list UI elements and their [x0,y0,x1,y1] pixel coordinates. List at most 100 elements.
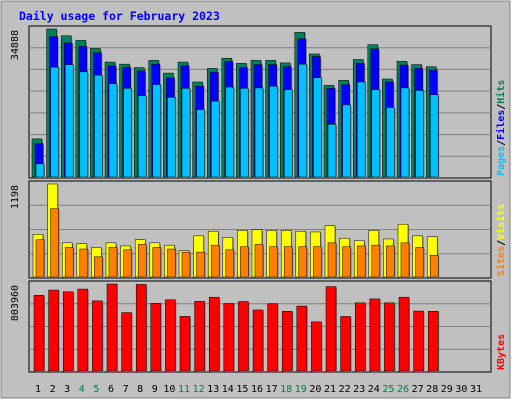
chart-panels: 34888Pages/Files/Hits1198Sites/Visits803… [10,25,507,373]
legend-item: Pages [496,146,507,176]
bar-kbytes-7 [121,312,132,372]
x-tick-label-2: 2 [50,384,56,395]
panel-mid-legend: Sites/Visits [495,204,507,276]
bar-pages-16 [254,87,264,178]
bar-sites-12 [196,251,205,278]
panel-top: 34888 Pages/Files/Hits [10,25,507,179]
x-tick-label-19: 19 [295,384,307,395]
bar-kbytes-4 [77,288,89,372]
x-tick-label-12: 12 [193,384,205,395]
bar-pages-18 [283,89,293,178]
x-tick-label-18: 18 [280,384,292,395]
bar-sites-27 [415,247,424,278]
bar-kbytes-11 [179,316,191,372]
bar-kbytes-23 [354,302,366,372]
bar-kbytes-22 [340,316,351,372]
legend-item: Sites [495,246,507,276]
x-tick-label-13: 13 [207,384,219,395]
bar-pages-6 [108,83,118,178]
legend-item: Files [495,110,507,140]
bar-sites-2 [50,208,59,278]
x-tick-label-22: 22 [339,384,351,395]
bar-sites-28 [429,255,439,278]
panel-bot: 803960 KBytes [10,280,507,373]
bar-pages-14 [225,86,235,178]
bar-sites-26 [400,242,410,278]
x-tick-label-20: 20 [309,384,321,395]
bar-sites-5 [94,256,103,278]
bar-sites-4 [79,248,89,278]
x-tick-label-27: 27 [412,384,424,395]
x-tick-label-24: 24 [368,384,380,395]
bar-pages-19 [298,63,308,178]
x-tick-label-10: 10 [163,384,175,395]
bar-pages-26 [400,87,410,178]
bar-sites-16 [254,244,264,278]
x-tick-label-28: 28 [426,384,438,395]
bar-sites-15 [240,246,249,278]
bar-pages-27 [415,90,424,178]
bar-kbytes-3 [62,291,74,372]
bar-kbytes-20 [311,321,322,372]
bar-pages-12 [196,109,205,178]
bar-pages-11 [181,88,191,178]
x-tick-label-14: 14 [222,384,234,395]
bar-sites-18 [283,246,293,278]
bar-sites-7 [123,249,132,278]
bar-sites-1 [35,239,45,278]
legend-item: Visits [495,204,507,240]
bar-kbytes-13 [208,296,220,372]
bar-sites-21 [327,242,337,278]
bar-pages-20 [313,77,322,178]
bar-pages-17 [269,85,278,178]
bar-kbytes-21 [325,286,337,372]
bar-pages-23 [356,81,366,178]
bar-pages-21 [327,124,337,178]
x-tick-label-15: 15 [236,384,248,395]
bar-kbytes-1 [33,294,45,372]
x-tick-label-30: 30 [455,384,467,395]
bar-kbytes-15 [238,301,249,372]
x-tick-label-1: 1 [35,384,41,395]
legend-item: / [496,140,507,146]
bar-kbytes-25 [384,302,395,372]
bar-kbytes-8 [135,284,147,372]
bar-sites-10 [167,248,176,278]
bar-pages-9 [152,84,162,178]
bar-sites-8 [137,244,147,278]
panel-top-ymax-label: 34888 [10,30,21,60]
bar-kbytes-9 [150,303,162,372]
bar-kbytes-17 [267,303,278,372]
bar-pages-22 [342,104,351,178]
x-tick-label-31: 31 [470,384,482,395]
panel-top-legend: Pages/Files/Hits [495,80,507,176]
bar-sites-22 [342,246,351,278]
panel-mid-ymax-label: 1198 [10,185,21,209]
x-tick-label-17: 17 [266,384,278,395]
bar-kbytes-26 [398,296,410,372]
bar-pages-7 [123,88,132,178]
bar-kbytes-12 [194,301,205,372]
chart-title: Daily usage for February 2023 [19,9,220,23]
legend-item: / [496,104,507,110]
bar-sites-3 [64,247,74,278]
bar-pages-13 [210,100,220,178]
x-tick-label-29: 29 [441,384,453,395]
bar-kbytes-5 [92,300,103,372]
bar-sites-13 [210,244,220,278]
bar-kbytes-10 [165,299,176,372]
bar-kbytes-24 [369,298,381,372]
x-tick-label-25: 25 [382,384,394,395]
bar-sites-24 [371,244,381,278]
x-tick-label-26: 26 [397,384,409,395]
bar-kbytes-27 [413,310,424,372]
bar-pages-15 [240,88,249,178]
panel-bot-ymax-label: 803960 [10,285,21,321]
x-tick-label-4: 4 [79,384,85,395]
panel-bot-legend: KBytes [496,334,507,370]
x-tick-label-11: 11 [178,384,190,395]
bar-sites-25 [386,245,395,278]
bar-kbytes-19 [296,305,308,372]
bar-sites-20 [313,246,322,278]
